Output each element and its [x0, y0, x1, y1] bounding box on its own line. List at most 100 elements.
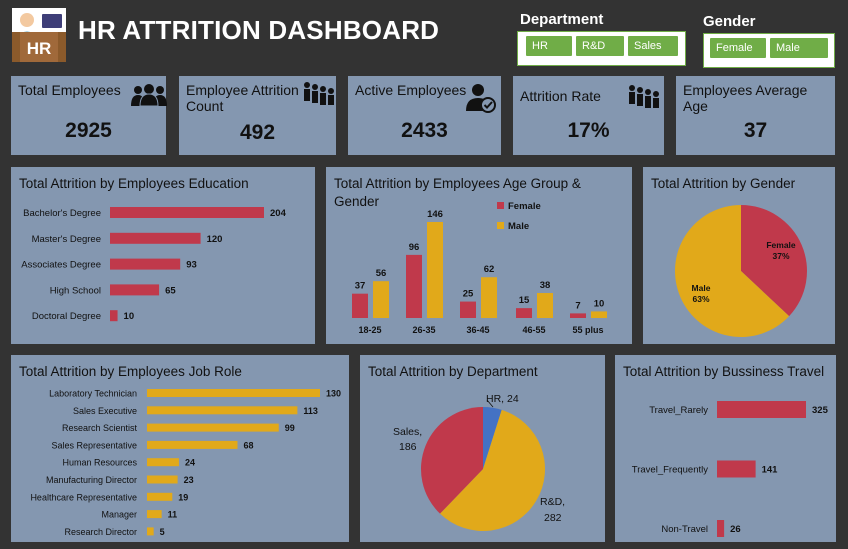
category-label: Bachelor's Degree [23, 208, 101, 219]
department-option-rd[interactable]: R&D [576, 36, 624, 56]
data-label: 24 [185, 458, 195, 468]
bar [147, 423, 279, 432]
bar [110, 232, 201, 244]
bar [147, 492, 173, 501]
slice-label: Female [766, 240, 796, 250]
data-label: 68 [243, 440, 253, 450]
kpi-label: Total Employees [18, 82, 121, 98]
data-label: 141 [762, 465, 779, 476]
data-label: 37 [355, 281, 366, 292]
bar [110, 207, 264, 218]
category-label: Research Scientist [62, 423, 138, 433]
age-gender-chart-card: Total Attrition by Employees Age Group &… [326, 167, 632, 344]
chart-title: Total Attrition by Department [368, 364, 538, 379]
pie-slice-hr [483, 407, 502, 469]
data-label: 65 [165, 285, 176, 296]
category-label: Sales Representative [51, 440, 137, 450]
chart-title: Total Attrition by Employees Education [19, 176, 249, 191]
category-label: 36-45 [466, 325, 489, 335]
data-label: 93 [186, 260, 197, 271]
kpi-average-age: Employees Average Age 37 [676, 76, 835, 155]
department-chart: HR, 24 R&D, 282 Sales, 186 [393, 393, 565, 531]
category-label: Non-Travel [661, 524, 708, 535]
data-label: 5 [160, 527, 165, 537]
data-label: 10 [594, 298, 605, 309]
hr-logo-icon: HR [12, 8, 66, 62]
leader-line [486, 399, 494, 408]
education-chart-card: Total Attrition by Employees Education B… [11, 167, 315, 344]
slice-label: HR, 24 [486, 393, 519, 405]
bar [717, 401, 806, 418]
gender-option-female[interactable]: Female [710, 38, 766, 58]
bar [147, 527, 154, 536]
data-label: 15 [519, 295, 530, 306]
data-label: 130 [326, 389, 341, 399]
category-label: Research Director [64, 527, 137, 537]
bar-female [460, 301, 476, 318]
people-group-icon [131, 84, 167, 106]
category-label: Sales Executive [73, 406, 137, 416]
data-label: 62 [484, 264, 495, 275]
data-label: 10 [124, 311, 135, 322]
category-label: Master's Degree [32, 234, 101, 245]
kpi-attrition-rate: Attrition Rate 17% [513, 76, 664, 155]
pie-slice-female [741, 205, 807, 317]
bar-female [352, 293, 368, 318]
data-label: 96 [409, 242, 420, 253]
gender-slicer-title: Gender [703, 13, 756, 30]
kpi-value: 37 [743, 119, 768, 142]
category-label: Manufacturing Director [46, 475, 137, 485]
gender-slicer: Female Male [703, 33, 835, 68]
bar [147, 510, 162, 519]
slice-label: R&D, [540, 496, 565, 508]
chart-title: Total Attrition by Employees Job Role [19, 364, 242, 379]
data-label: 7 [575, 300, 580, 311]
department-option-sales[interactable]: Sales [628, 36, 678, 56]
kpi-label: Attrition Rate [520, 88, 601, 104]
data-label: 120 [207, 234, 223, 245]
chart-title: Total Attrition by Gender [651, 176, 796, 191]
bar [110, 284, 160, 296]
kpi-active-employees: Active Employees 2433 [348, 76, 501, 155]
data-label: 204 [270, 208, 287, 219]
data-label: 56 [376, 268, 387, 279]
kpi-label: Active Employees [355, 82, 467, 98]
data-label: 325 [812, 405, 829, 416]
slice-value: 282 [544, 512, 562, 524]
category-label: 18-25 [358, 325, 381, 335]
department-chart-card: Total Attrition by Department HR, 24 R&D,… [360, 355, 605, 542]
category-label: Travel_Frequently [632, 465, 708, 476]
hr-logo: HR [12, 8, 66, 62]
kpi-value: 492 [239, 121, 276, 144]
bar [110, 310, 118, 322]
category-label: 26-35 [412, 325, 435, 335]
hr-logo-text: HR [27, 39, 52, 58]
gender-option-male[interactable]: Male [770, 38, 828, 58]
bar [717, 460, 756, 478]
user-check-icon [466, 84, 496, 113]
slice-value: 186 [399, 441, 417, 453]
category-label: 46-55 [522, 325, 545, 335]
kpi-value: 2925 [65, 119, 112, 142]
age-gender-chart: 37 56 18-25 96 146 26-35 25 62 36-45 15 38 46-55 7 10… [352, 201, 607, 335]
gender-chart-card: Total Attrition by Gender Female 37% Male 6… [643, 167, 835, 344]
slice-label: Male [692, 283, 711, 293]
data-label: 26 [730, 524, 741, 535]
education-chart: Bachelor's Degree 204 Master's Degree 120 As… [21, 207, 287, 322]
bar [147, 458, 179, 467]
people-leaving-icon [629, 85, 659, 108]
data-label: 19 [178, 492, 188, 502]
department-option-hr[interactable]: HR [526, 36, 572, 56]
department-slicer: HR R&D Sales [517, 31, 686, 66]
travel-chart-card: Total Attrition by Bussiness Travel Trav… [615, 355, 836, 542]
bar-male [373, 281, 389, 318]
category-label: Doctoral Degree [32, 311, 101, 322]
category-label: High School [50, 285, 101, 296]
job-role-chart: Laboratory Technician 130 Sales Executive 1… [30, 389, 341, 537]
bar [717, 520, 725, 537]
bar-male [537, 293, 553, 318]
legend-swatch [497, 202, 504, 209]
travel-chart: Travel_Rarely 325 Travel_Frequently 141 Non-… [632, 401, 829, 537]
bar [147, 440, 238, 449]
